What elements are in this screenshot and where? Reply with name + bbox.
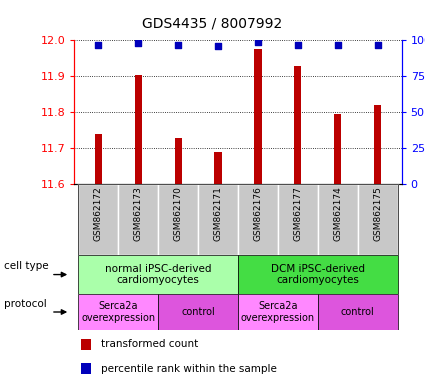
- Text: GSM862177: GSM862177: [293, 187, 302, 241]
- Text: control: control: [341, 307, 374, 317]
- Text: DCM iPSC-derived
cardiomyocytes: DCM iPSC-derived cardiomyocytes: [271, 264, 365, 285]
- Bar: [158, 184, 198, 255]
- Bar: [198, 184, 238, 255]
- Text: GDS4435 / 8007992: GDS4435 / 8007992: [142, 17, 283, 31]
- Bar: [238, 255, 398, 294]
- Bar: [238, 294, 318, 330]
- Bar: [95, 134, 102, 184]
- Text: control: control: [181, 307, 215, 317]
- Bar: [158, 294, 238, 330]
- Bar: [334, 114, 341, 184]
- Bar: [81, 363, 91, 374]
- Text: Serca2a
overexpression: Serca2a overexpression: [81, 301, 155, 323]
- Point: [135, 40, 142, 46]
- Point: [215, 43, 221, 49]
- Text: GSM862176: GSM862176: [253, 187, 263, 241]
- Bar: [374, 105, 381, 184]
- Bar: [78, 184, 118, 255]
- Text: transformed count: transformed count: [101, 339, 198, 349]
- Text: Serca2a
overexpression: Serca2a overexpression: [241, 301, 315, 323]
- Bar: [135, 74, 142, 184]
- Point: [334, 41, 341, 48]
- Bar: [175, 137, 182, 184]
- Text: cell type: cell type: [4, 261, 49, 271]
- Text: GSM862175: GSM862175: [373, 187, 382, 241]
- Text: GSM862172: GSM862172: [94, 187, 103, 241]
- Bar: [78, 294, 158, 330]
- Point: [95, 41, 102, 48]
- Point: [374, 41, 381, 48]
- Text: normal iPSC-derived
cardiomyocytes: normal iPSC-derived cardiomyocytes: [105, 264, 211, 285]
- Text: GSM862173: GSM862173: [134, 187, 143, 241]
- Point: [255, 39, 261, 45]
- Point: [295, 41, 301, 48]
- Text: GSM862171: GSM862171: [213, 187, 223, 241]
- Point: [175, 41, 181, 48]
- Bar: [318, 294, 398, 330]
- Text: percentile rank within the sample: percentile rank within the sample: [101, 364, 276, 374]
- Bar: [78, 255, 238, 294]
- Text: GSM862170: GSM862170: [174, 187, 183, 241]
- Text: protocol: protocol: [4, 299, 47, 309]
- Bar: [278, 184, 318, 255]
- Bar: [238, 184, 278, 255]
- Bar: [358, 184, 398, 255]
- Bar: [294, 66, 301, 184]
- Bar: [81, 339, 91, 350]
- Bar: [215, 152, 222, 184]
- Text: GSM862174: GSM862174: [333, 187, 342, 241]
- Bar: [318, 184, 358, 255]
- Bar: [254, 49, 261, 184]
- Bar: [118, 184, 158, 255]
